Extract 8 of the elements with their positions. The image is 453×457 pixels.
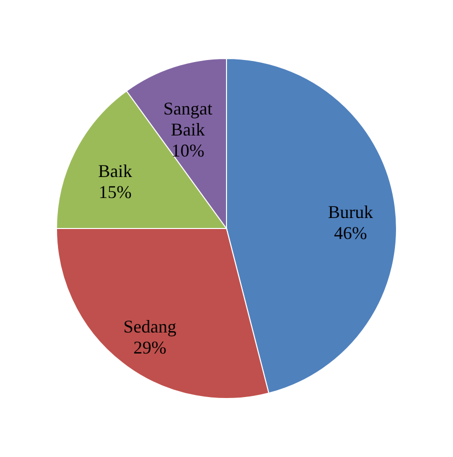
slice-label: Sedang xyxy=(123,316,176,336)
slice-label: Sangat Baik xyxy=(163,98,212,140)
slice-label: Baik xyxy=(98,160,132,181)
data-label: 15% xyxy=(98,182,132,202)
data-label: 46% xyxy=(334,222,368,243)
slice-label: Buruk xyxy=(328,202,374,222)
data-label: 29% xyxy=(133,337,166,358)
data-label: 10% xyxy=(171,140,204,161)
